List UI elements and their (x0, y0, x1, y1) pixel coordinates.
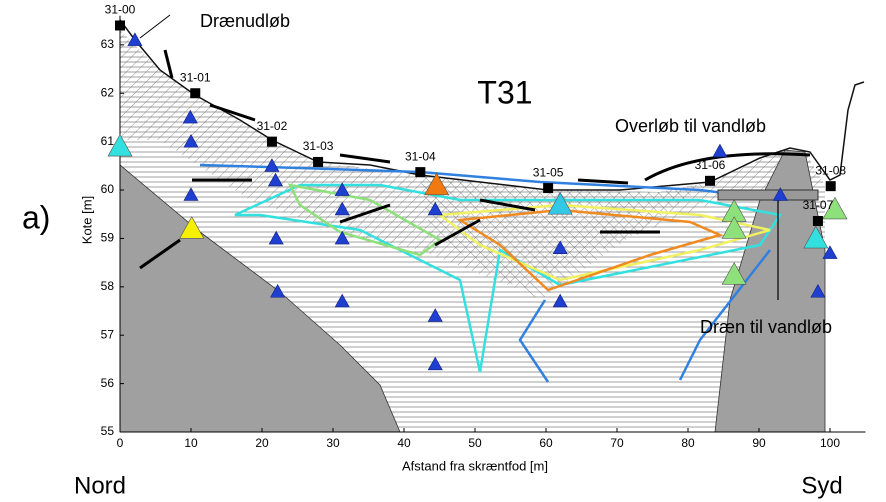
station (313, 157, 323, 167)
station-label: 31-04 (405, 149, 436, 163)
x-tick-label: 40 (397, 436, 411, 450)
chart-title: T31 (477, 74, 532, 110)
station-label: 31-08 (815, 163, 846, 177)
y-tick-label: 60 (101, 182, 115, 196)
station-label: 31-02 (257, 119, 288, 133)
x-tick-label: 70 (610, 436, 624, 450)
x-tick-label: 50 (468, 436, 482, 450)
annotation: Drænudløb (200, 11, 290, 31)
x-tick-label: 100 (820, 436, 840, 450)
arrow (340, 155, 390, 162)
annotation: Overløb til vandløb (615, 116, 766, 136)
station-label: 31-07 (803, 198, 834, 212)
left-label: Nord (74, 472, 126, 499)
right-label: Syd (801, 472, 842, 499)
y-axis-label: Kote [m] (79, 196, 94, 244)
y-tick-label: 63 (101, 37, 115, 51)
y-tick-label: 56 (101, 376, 115, 390)
station (543, 183, 553, 193)
station (415, 167, 425, 177)
station-label: 31-05 (533, 165, 564, 179)
x-tick-label: 10 (184, 436, 198, 450)
x-tick-label: 90 (752, 436, 766, 450)
station (190, 88, 200, 98)
x-tick-label: 20 (255, 436, 269, 450)
x-axis-label: Afstand fra skræntfod [m] (402, 458, 548, 473)
arrow (578, 180, 628, 183)
x-tick-label: 60 (539, 436, 553, 450)
piezometer (128, 33, 142, 46)
pointer (140, 15, 170, 38)
y-tick-label: 55 (101, 424, 115, 438)
station (705, 176, 715, 186)
station (826, 181, 836, 191)
station-label: 31-01 (180, 70, 211, 84)
y-tick-label: 57 (101, 327, 115, 341)
piezometer (713, 144, 727, 157)
station (267, 137, 277, 147)
panel-label: a) (22, 199, 50, 235)
x-tick-label: 30 (326, 436, 340, 450)
station (115, 20, 125, 30)
x-tick-label: 0 (117, 436, 124, 450)
station-label: 31-00 (105, 3, 136, 17)
station (813, 216, 823, 226)
station-label: 31-06 (695, 158, 726, 172)
y-tick-label: 62 (101, 85, 115, 99)
y-tick-label: 59 (101, 231, 115, 245)
x-tick-label: 80 (681, 436, 695, 450)
y-tick-label: 61 (101, 134, 115, 148)
station-label: 31-03 (303, 139, 334, 153)
chart: a) T31 Nord Syd Drænudløb Overløb til va… (0, 0, 886, 502)
y-tick-label: 58 (101, 279, 115, 293)
annotation: Dræn til vandløb (700, 317, 832, 337)
